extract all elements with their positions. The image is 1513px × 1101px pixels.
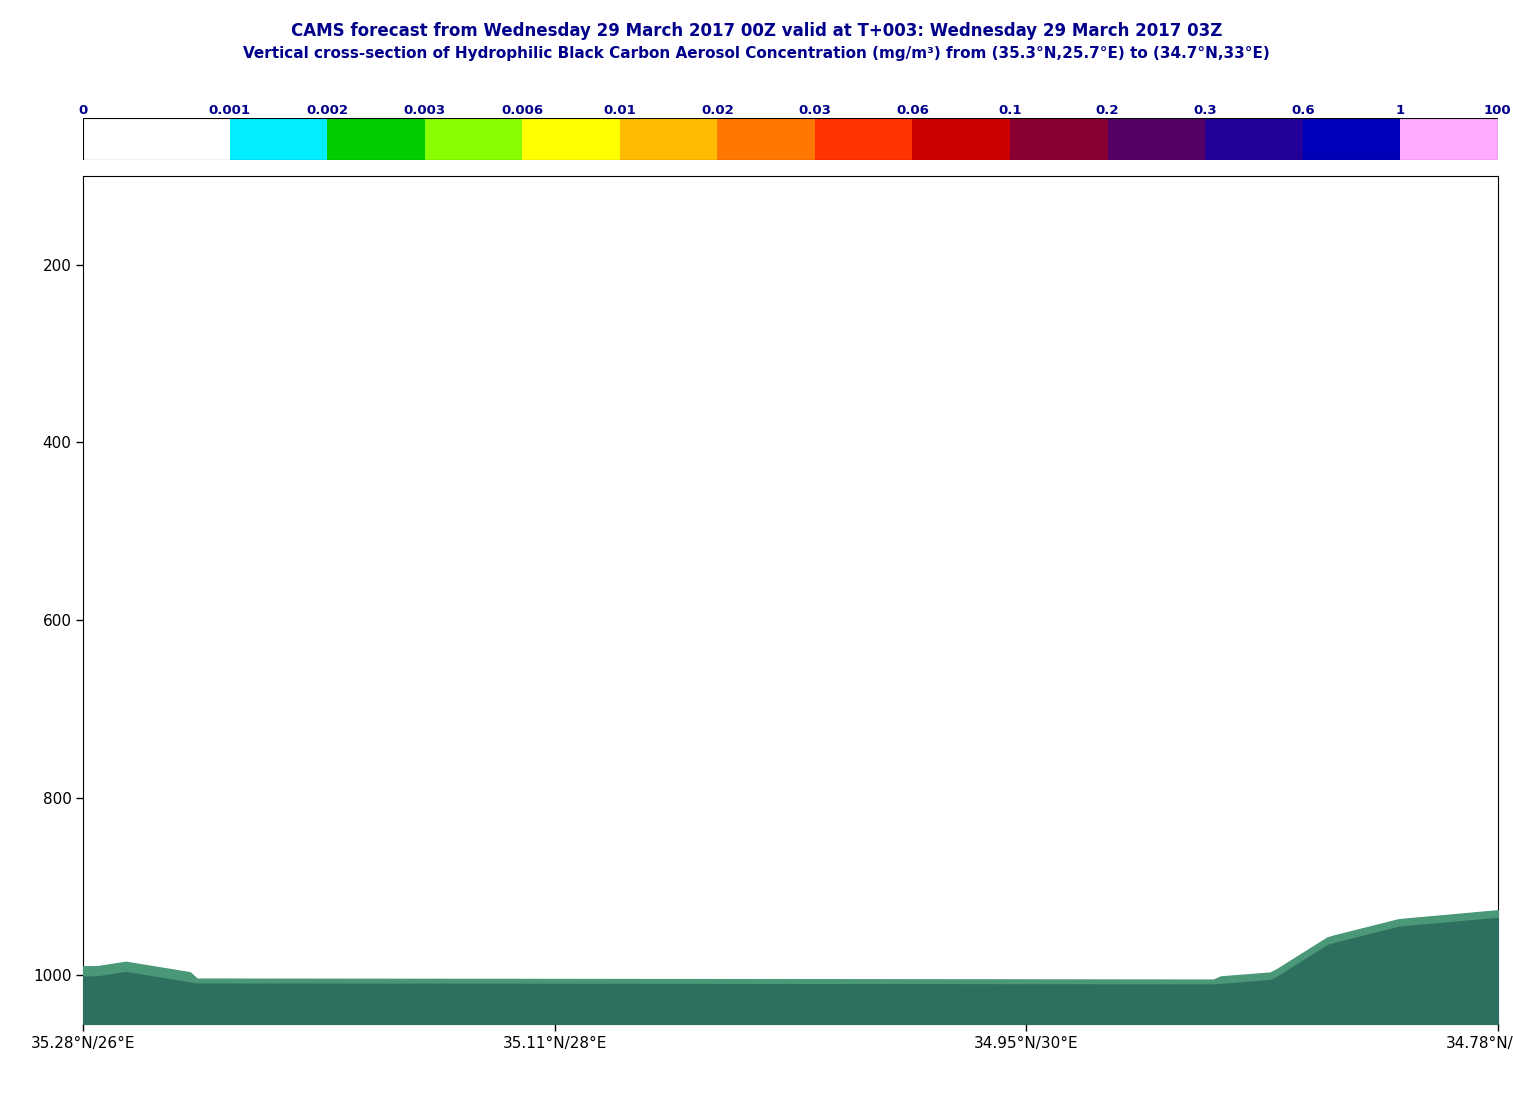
Text: 0.002: 0.002: [306, 103, 348, 117]
Bar: [230, 118, 327, 160]
Bar: [327, 118, 425, 160]
Bar: [1011, 118, 1108, 160]
Text: 0.1: 0.1: [999, 103, 1021, 117]
Bar: [912, 118, 1011, 160]
Text: 0.3: 0.3: [1194, 103, 1216, 117]
Text: 0: 0: [79, 103, 88, 117]
Text: CAMS forecast from Wednesday 29 March 2017 00Z valid at T+003: Wednesday 29 Marc: CAMS forecast from Wednesday 29 March 20…: [290, 22, 1223, 40]
Bar: [1303, 118, 1401, 160]
Bar: [620, 118, 717, 160]
Bar: [717, 118, 816, 160]
Text: 1: 1: [1396, 103, 1406, 117]
Text: 0.01: 0.01: [604, 103, 635, 117]
Text: 0.2: 0.2: [1095, 103, 1120, 117]
Text: 0.06: 0.06: [896, 103, 929, 117]
Bar: [1206, 118, 1303, 160]
Text: 100: 100: [1484, 103, 1511, 117]
Bar: [522, 118, 620, 160]
Bar: [425, 118, 522, 160]
Bar: [816, 118, 912, 160]
Text: 0.02: 0.02: [701, 103, 734, 117]
Bar: [83, 118, 230, 160]
Text: 0.03: 0.03: [799, 103, 831, 117]
Text: 0.003: 0.003: [404, 103, 446, 117]
Bar: [1401, 118, 1498, 160]
Bar: [1108, 118, 1206, 160]
Text: 0.006: 0.006: [501, 103, 543, 117]
Text: 0.6: 0.6: [1291, 103, 1315, 117]
Text: Vertical cross-section of Hydrophilic Black Carbon Aerosol Concentration (mg/m³): Vertical cross-section of Hydrophilic Bl…: [244, 46, 1269, 62]
Text: 0.001: 0.001: [209, 103, 251, 117]
